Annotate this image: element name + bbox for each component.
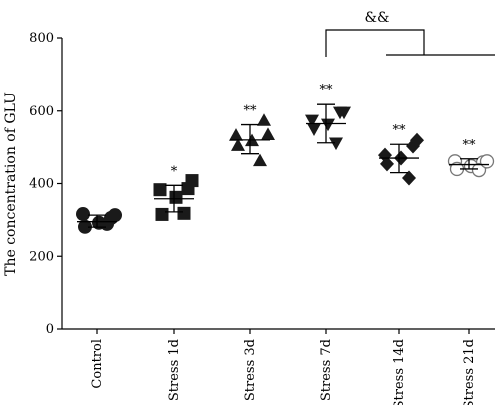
data-point bbox=[307, 123, 321, 136]
significance-label: ** bbox=[320, 83, 334, 98]
data-point bbox=[329, 137, 343, 151]
significance-marks: ********* bbox=[171, 83, 476, 179]
x-axis: Control Stress 1d Stress 3d Stress 7d Stress… bbox=[62, 328, 495, 405]
y-tick-label: 200 bbox=[29, 249, 54, 264]
data-point bbox=[321, 118, 335, 132]
data-point bbox=[402, 170, 416, 186]
data-point bbox=[76, 207, 90, 222]
data-point bbox=[185, 174, 199, 188]
y-axis: 0 200 400 600 800 bbox=[29, 31, 63, 337]
data-point bbox=[177, 206, 191, 220]
significance-label: * bbox=[171, 164, 178, 179]
x-tick-label: Stress 21d bbox=[462, 339, 477, 405]
x-tick-label: Stress 1d bbox=[167, 339, 182, 401]
data-point bbox=[261, 127, 275, 140]
x-tick-label: Control bbox=[90, 339, 105, 389]
x-tick-label: Stress 3d bbox=[243, 339, 258, 401]
significance-label: ** bbox=[393, 123, 407, 138]
data-point bbox=[108, 208, 122, 223]
y-tick-label: 800 bbox=[29, 31, 54, 46]
significance-label: ** bbox=[244, 104, 258, 119]
y-tick-label: 0 bbox=[46, 322, 54, 337]
x-tick-label: Stress 7d bbox=[319, 339, 334, 401]
y-tick-label: 400 bbox=[29, 177, 54, 192]
data-point bbox=[380, 156, 394, 172]
data-point bbox=[479, 154, 495, 169]
data-point bbox=[231, 138, 245, 151]
data-point bbox=[155, 207, 169, 221]
bracket-line bbox=[325, 29, 425, 57]
data-point bbox=[257, 113, 271, 126]
error-bars bbox=[77, 103, 489, 228]
y-tick-label: 600 bbox=[29, 104, 54, 119]
y-axis-title: The concentration of GLU bbox=[3, 92, 19, 276]
data-point bbox=[410, 132, 424, 148]
significance-label: ** bbox=[463, 138, 477, 153]
bracket-label: && bbox=[365, 10, 390, 26]
data-point bbox=[229, 128, 243, 141]
data-points bbox=[76, 106, 495, 234]
data-point bbox=[305, 114, 319, 128]
comparison-bracket: && bbox=[325, 10, 495, 57]
data-point bbox=[471, 162, 487, 178]
data-point bbox=[153, 183, 167, 197]
data-point bbox=[253, 153, 267, 167]
data-point bbox=[169, 190, 183, 204]
data-point bbox=[78, 219, 92, 234]
x-tick-label: Stress 14d bbox=[392, 339, 407, 405]
data-point bbox=[337, 106, 351, 120]
